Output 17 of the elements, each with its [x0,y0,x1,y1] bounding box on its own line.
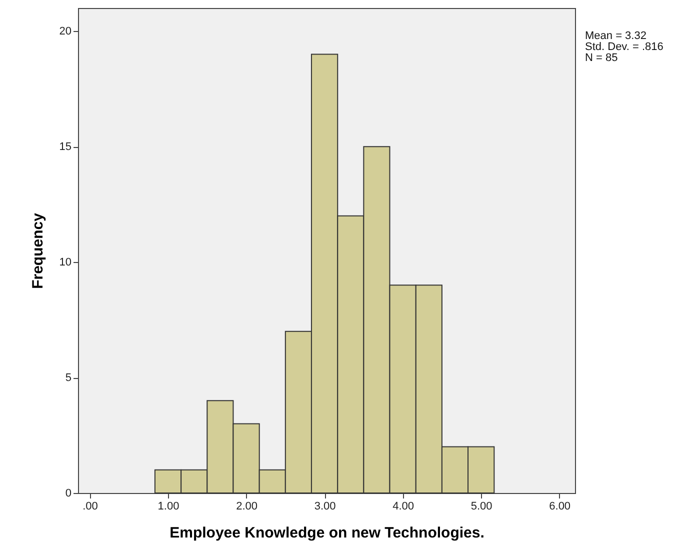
text: N = 85 [585,52,618,64]
x-tick-label: 6.00 [549,500,571,512]
y-tick-label: 5 [65,372,72,384]
x-tick-label: 4.00 [392,500,414,512]
x-tick-label: .00 [82,500,98,512]
x-axis-title: Employee Knowledge on new Technologies. [170,524,484,542]
y-axis-title: Frequency [29,212,46,289]
y-tick-label: 0 [65,488,72,500]
x-tick-label: 1.00 [158,500,180,512]
text: Mean = 3.32 [585,30,646,42]
y-tick-label: 15 [59,141,72,154]
x-tick-label: 2.00 [236,500,258,512]
x-tick-label: 3.00 [314,500,336,512]
text: Std. Dev. = .816 [585,41,664,53]
y-tick-label: 10 [59,256,72,269]
x-tick-label: 5.00 [470,500,492,512]
y-tick-label: 20 [59,26,72,38]
